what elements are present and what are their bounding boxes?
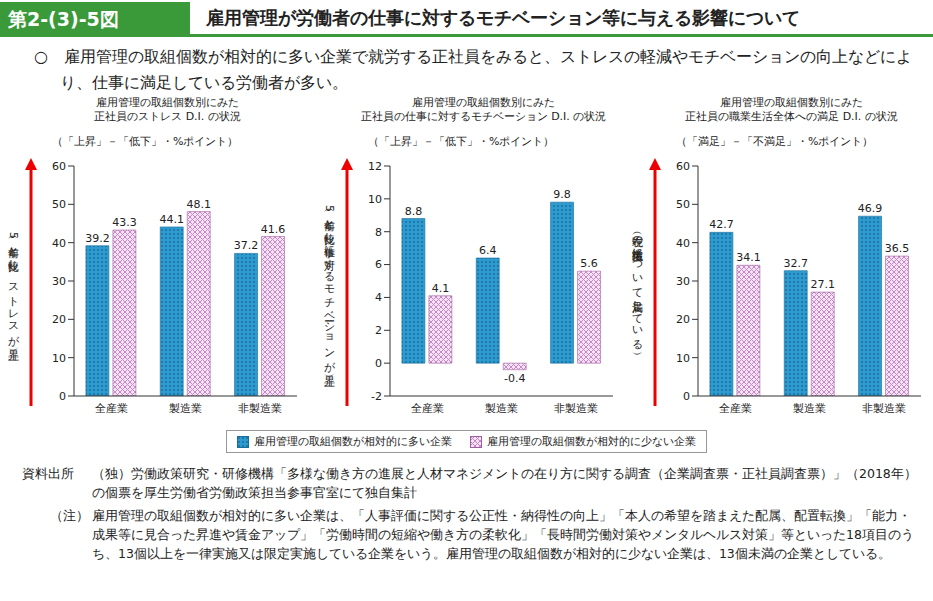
svg-text:製造業: 製造業 (793, 402, 826, 415)
html-text:（5年前と比較し仕事に対するモチベーションが上昇）: （5年前と比較し仕事に対するモチベーションが上昇） (323, 205, 336, 367)
svg-text:34.1: 34.1 (736, 251, 761, 264)
svg-text:60: 60 (52, 160, 66, 173)
svg-text:非製造業: 非製造業 (862, 402, 906, 415)
svg-text:20: 20 (676, 313, 690, 326)
svg-text:60: 60 (676, 160, 690, 173)
svg-text:36.5: 36.5 (885, 242, 910, 255)
svg-text:8: 8 (375, 226, 382, 239)
svg-text:10: 10 (368, 193, 382, 206)
svg-text:全産業: 全産業 (719, 402, 752, 415)
html-text:雇用管理の取組個数別にみた 正社員のストレス D.I. の状: 雇用管理の取組個数別にみた 正社員のストレス D.I. の状況 (94, 96, 241, 123)
svg-text:42.7: 42.7 (709, 218, 734, 231)
svg-text:全産業: 全産業 (95, 402, 128, 415)
html-text:雇用管理が労働者の仕事に対するモチベーション等に与える影響に: 雇用管理が労働者の仕事に対するモチベーション等に与える影響について (206, 7, 800, 28)
svg-text:39.2: 39.2 (85, 232, 110, 245)
html-text:（注） 雇用管理の取組個数が相対的に多い企業は、「人事評価に: （注） 雇用管理の取組個数が相対的に多い企業は、「人事評価に関する公正性・納得性… (50, 508, 914, 561)
html-text:雇用管理の取組個数が相対的に多い企業: 雇用管理の取組個数が相対的に多い企業 (254, 435, 452, 448)
svg-text:4.1: 4.1 (432, 282, 450, 295)
html-text:雇用管理の取組個数別にみた 正社員の仕事に対するモチベーショ: 雇用管理の取組個数別にみた 正社員の仕事に対するモチベーション D.I. の状況 (360, 96, 607, 123)
svg-text:製造業: 製造業 (485, 402, 518, 415)
svg-text:43.3: 43.3 (112, 216, 137, 229)
svg-text:44.1: 44.1 (159, 213, 184, 226)
svg-text:20: 20 (52, 313, 66, 326)
svg-text:37.2: 37.2 (234, 239, 259, 252)
html-text:雇用管理の取組個数別にみた 正社員の職業生活全体への満足 D: 雇用管理の取組個数別にみた 正社員の職業生活全体への満足 D.I. の状況 (685, 96, 898, 123)
svg-text:50: 50 (52, 198, 66, 211)
svg-text:48.1: 48.1 (186, 198, 211, 211)
svg-text:40: 40 (676, 237, 690, 250)
svg-text:製造業: 製造業 (169, 402, 202, 415)
svg-text:46.9: 46.9 (858, 202, 883, 215)
html-text:雇用管理の取組個数が相対的に少ない企業: 雇用管理の取組個数が相対的に少ない企業 (487, 435, 696, 448)
html-text:（現在の職業生活について満足している）: （現在の職業生活について満足している） (631, 227, 644, 345)
html-text:○ 雇用管理の取組個数が相対的に多い企業で就労する正社員をみ: ○ 雇用管理の取組個数が相対的に多い企業で就労する正社員をみると、ストレスの軽減… (34, 47, 912, 92)
svg-text:32.7: 32.7 (783, 257, 808, 270)
html-text:（「上昇」－「低下」・%ポイント）: （「上昇」－「低下」・%ポイント） (368, 135, 555, 148)
html-text:（「満足」－「不満足」・%ポイント）: （「満足」－「不満足」・%ポイント） (676, 135, 874, 148)
svg-text:6: 6 (375, 258, 382, 271)
svg-text:0: 0 (683, 390, 690, 403)
html-text:（5年前と比較し、ストレスが上昇）: （5年前と比較し、ストレスが上昇） (7, 231, 20, 341)
svg-text:8.8: 8.8 (405, 205, 423, 218)
svg-text:5.6: 5.6 (580, 257, 598, 270)
html-text:資料出所: 資料出所 (22, 466, 74, 481)
svg-text:40: 40 (52, 237, 66, 250)
svg-text:10: 10 (52, 352, 66, 365)
svg-text:0: 0 (59, 390, 66, 403)
html-text:（独）労働政策研究・研修機構「多様な働き方の進展と人材マネジ: （独）労働政策研究・研修機構「多様な働き方の進展と人材マネジメントの在り方に関す… (92, 466, 917, 500)
svg-text:9.8: 9.8 (553, 188, 571, 201)
svg-text:0: 0 (375, 357, 382, 370)
svg-text:30: 30 (676, 275, 690, 288)
svg-text:6.4: 6.4 (479, 244, 497, 257)
svg-text:12: 12 (368, 160, 382, 173)
svg-text:-0.4: -0.4 (504, 372, 525, 385)
svg-text:4: 4 (375, 291, 382, 304)
svg-text:41.6: 41.6 (261, 223, 286, 236)
html-text:第2-(3)-5図: 第2-(3)-5図 (8, 8, 119, 30)
svg-text:30: 30 (52, 275, 66, 288)
svg-text:27.1: 27.1 (810, 278, 835, 291)
svg-text:50: 50 (676, 198, 690, 211)
svg-text:全産業: 全産業 (411, 402, 444, 415)
svg-text:2: 2 (375, 324, 382, 337)
svg-text:-2: -2 (371, 390, 382, 403)
svg-text:非製造業: 非製造業 (238, 402, 282, 415)
html-text:（「上昇」－「低下」・%ポイント）: （「上昇」－「低下」・%ポイント） (52, 135, 239, 148)
svg-text:非製造業: 非製造業 (554, 402, 598, 415)
svg-text:10: 10 (676, 352, 690, 365)
